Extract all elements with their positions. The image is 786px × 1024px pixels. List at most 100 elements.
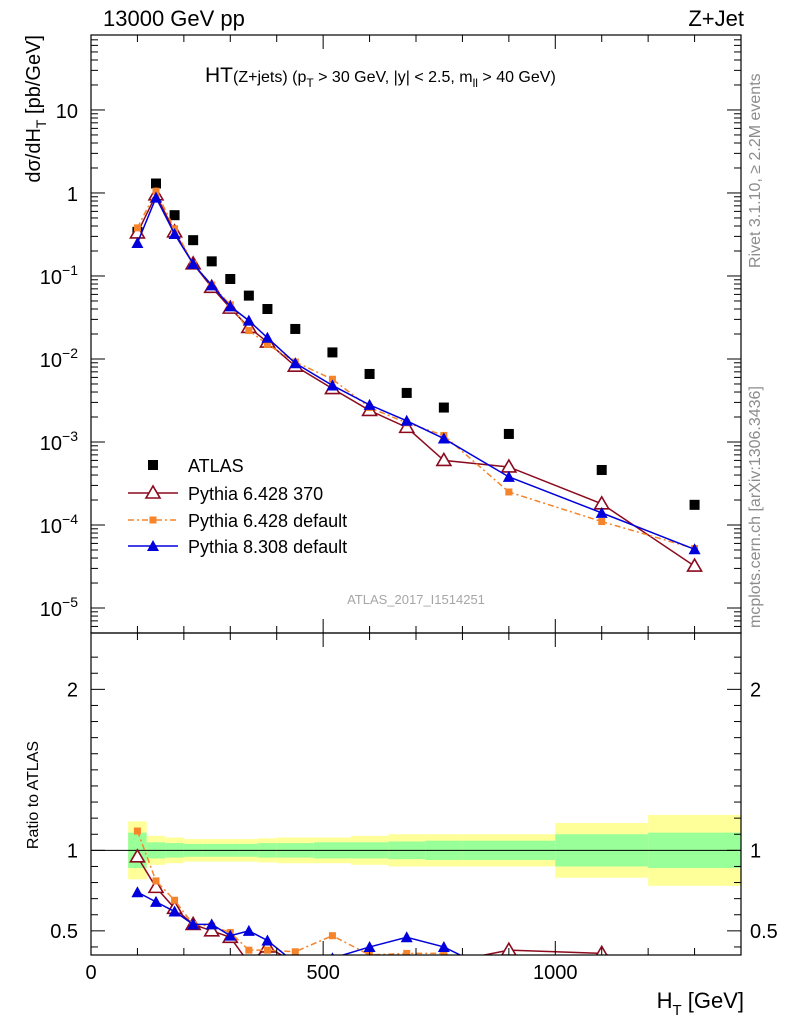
data-point xyxy=(245,327,253,335)
y-tick-label: 10−2 xyxy=(40,345,78,372)
chart-title-cuts-sub: T xyxy=(306,76,314,91)
legend-marker xyxy=(147,540,159,551)
header-left: 13000 GeV pp xyxy=(103,6,245,31)
data-point xyxy=(150,191,162,203)
data-point xyxy=(242,314,255,326)
data-point xyxy=(505,488,513,496)
data-point xyxy=(598,518,606,526)
data-point xyxy=(326,379,339,391)
data-point xyxy=(169,210,180,221)
legend-label: Pythia 8.308 default xyxy=(188,537,347,557)
ratio-y-tick-label: 0.5 xyxy=(50,921,78,943)
data-point xyxy=(187,257,200,269)
ratio-y-tick-label: 1 xyxy=(750,840,761,862)
chart-title-cuts-sub2: ll xyxy=(472,76,478,91)
ratio-point xyxy=(261,934,274,946)
ratio-point xyxy=(147,878,165,894)
ratio-y-axis-title: Ratio to ATLAS xyxy=(25,741,42,849)
data-point xyxy=(503,428,514,439)
legend-marker xyxy=(144,484,162,499)
data-point xyxy=(262,304,273,315)
ratio-frame xyxy=(90,632,742,956)
data-point xyxy=(327,347,338,358)
legend-label: Pythia 6.428 370 xyxy=(188,484,323,504)
data-point xyxy=(290,323,301,334)
ratio-point xyxy=(503,973,515,984)
ratio-point xyxy=(369,954,370,955)
ratio-point xyxy=(133,827,141,835)
data-point xyxy=(435,451,453,467)
ratio-point xyxy=(330,952,334,955)
legend-entry: Pythia 6.428 default xyxy=(128,511,347,531)
ratio-point xyxy=(152,877,160,885)
chart-title-cuts-end: > 40 GeV) xyxy=(477,69,556,86)
ratio-point xyxy=(443,954,445,955)
ratio-point xyxy=(294,954,296,955)
data-point xyxy=(263,340,271,348)
data-point xyxy=(400,414,413,426)
ratio-point xyxy=(248,954,250,955)
chart-title-sub: (Z+jets) xyxy=(233,69,288,86)
data-point xyxy=(261,331,274,343)
data-point xyxy=(206,256,217,267)
ratio-line xyxy=(137,891,462,955)
data-point xyxy=(289,357,302,369)
data-point xyxy=(131,236,144,248)
ratio-point xyxy=(440,949,448,955)
ratio-point xyxy=(689,973,701,984)
data-point xyxy=(133,224,141,232)
legend-entry: Pythia 6.428 370 xyxy=(128,484,323,504)
data-point xyxy=(188,235,199,246)
data-point xyxy=(364,368,375,379)
ratio-point xyxy=(598,976,605,983)
ratio-point xyxy=(263,946,271,954)
y-tick-label: 10−5 xyxy=(40,594,78,621)
x-tick-label: 0 xyxy=(85,962,96,984)
legend-marker xyxy=(148,460,158,470)
ratio-y-tick-label: 0.5 xyxy=(750,921,778,943)
ratio-y-tick-label: 2 xyxy=(750,679,761,701)
header-right: Z+Jet xyxy=(688,6,744,31)
legend-label: ATLAS xyxy=(188,456,244,476)
ratio-line xyxy=(136,856,611,955)
series-line xyxy=(136,195,695,550)
data-point xyxy=(437,432,450,444)
data-point xyxy=(363,398,376,410)
data-point xyxy=(152,187,160,195)
ratio-point xyxy=(596,973,608,984)
ratio-y-tick-label: 1 xyxy=(67,840,78,862)
ratio-point xyxy=(203,922,221,937)
ratio-point xyxy=(363,940,376,952)
chart-title-main: HT xyxy=(205,64,233,87)
data-point xyxy=(224,300,237,312)
data-point xyxy=(689,499,700,510)
chart-title-cuts-rest: > 30 GeV, |y| < 2.5, m xyxy=(313,69,473,86)
ratio-data xyxy=(129,827,701,984)
chart-title-cuts: (p xyxy=(287,69,307,86)
data-point xyxy=(595,506,608,518)
data-point xyxy=(502,470,515,482)
ratio-point xyxy=(691,976,698,983)
data-point xyxy=(205,279,218,291)
data-point xyxy=(686,557,703,572)
ratio-point xyxy=(505,976,512,983)
y-axis-title: dσ/dHT [pb/GeV] xyxy=(23,35,49,183)
ratio-point xyxy=(400,931,413,943)
ratio-y-tick-label: 2 xyxy=(67,679,78,701)
legend-marker xyxy=(149,516,157,524)
ratio-point xyxy=(150,895,162,907)
data-point xyxy=(596,464,607,475)
ratio-point xyxy=(131,886,144,898)
y-tick-label: 10−3 xyxy=(40,428,78,455)
series-line xyxy=(136,189,695,550)
ratio-point xyxy=(403,949,411,955)
ratio-point xyxy=(406,954,408,955)
data-point xyxy=(243,290,254,301)
ratio-point xyxy=(289,957,301,968)
ratio-point xyxy=(437,940,450,952)
ratio-point xyxy=(171,896,179,904)
analysis-label: ATLAS_2017_I1514251 xyxy=(347,592,485,607)
data-point xyxy=(168,228,181,240)
ratio-point xyxy=(291,948,299,955)
